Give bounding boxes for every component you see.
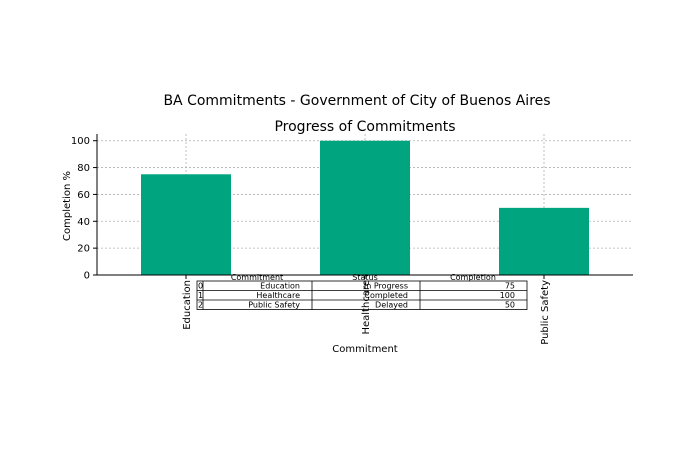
table-cell-status: Delayed — [375, 301, 408, 310]
bar-healthcare — [320, 140, 410, 275]
y-tick-label: 40 — [77, 217, 90, 228]
table-row: 2 Public Safety Delayed 50 — [198, 301, 515, 310]
x-tick-label: Public Safety — [540, 280, 551, 345]
table-row: 0 Education In Progress 75 — [198, 282, 515, 291]
table-header-cell: Commitment — [231, 273, 283, 282]
table-cell-completion: 75 — [505, 282, 515, 291]
table-cell-commitment: Education — [260, 282, 300, 291]
y-tick-label: 100 — [71, 136, 90, 147]
y-tick-label: 20 — [77, 244, 90, 255]
y-tick-label: 80 — [77, 163, 90, 174]
chart-suptitle: BA Commitments - Government of City of B… — [163, 93, 550, 109]
y-axis-label: Completion % — [62, 171, 73, 241]
table-border — [196, 280, 528, 310]
y-axis: 0 20 40 60 80 100 — [71, 134, 98, 282]
table-cell-status: In Progress — [364, 282, 408, 291]
table-header: Commitment Status Completion — [231, 273, 496, 282]
table-cell-completion: 100 — [500, 291, 515, 300]
table-cell-index: 1 — [198, 291, 203, 300]
data-table: Commitment Status Completion 0 Education In P… — [196, 273, 528, 310]
table-cell-index: 0 — [198, 282, 203, 291]
x-tick-label: Education — [182, 280, 193, 330]
y-tick-label: 0 — [84, 271, 90, 282]
table-cell-completion: 50 — [505, 301, 515, 310]
x-axis: Education Healthcare Public Safety — [97, 274, 633, 345]
table-cell-status: Completed — [364, 291, 408, 300]
table-cell-index: 2 — [198, 301, 203, 310]
table-cell-commitment: Healthcare — [256, 291, 300, 300]
y-tick-label: 60 — [77, 190, 90, 201]
table-row: 1 Healthcare Completed 100 — [198, 291, 515, 300]
chart-title: Progress of Commitments — [274, 119, 455, 135]
bar-public-safety — [499, 207, 589, 275]
bars — [141, 140, 589, 275]
table-cell-commitment: Public Safety — [248, 301, 300, 310]
x-tick-label: Healthcare — [361, 280, 372, 335]
x-axis-label: Commitment — [332, 344, 398, 355]
table-header-cell: Status — [352, 273, 378, 282]
bar-education — [141, 174, 231, 275]
table-header-cell: Completion — [450, 273, 496, 282]
